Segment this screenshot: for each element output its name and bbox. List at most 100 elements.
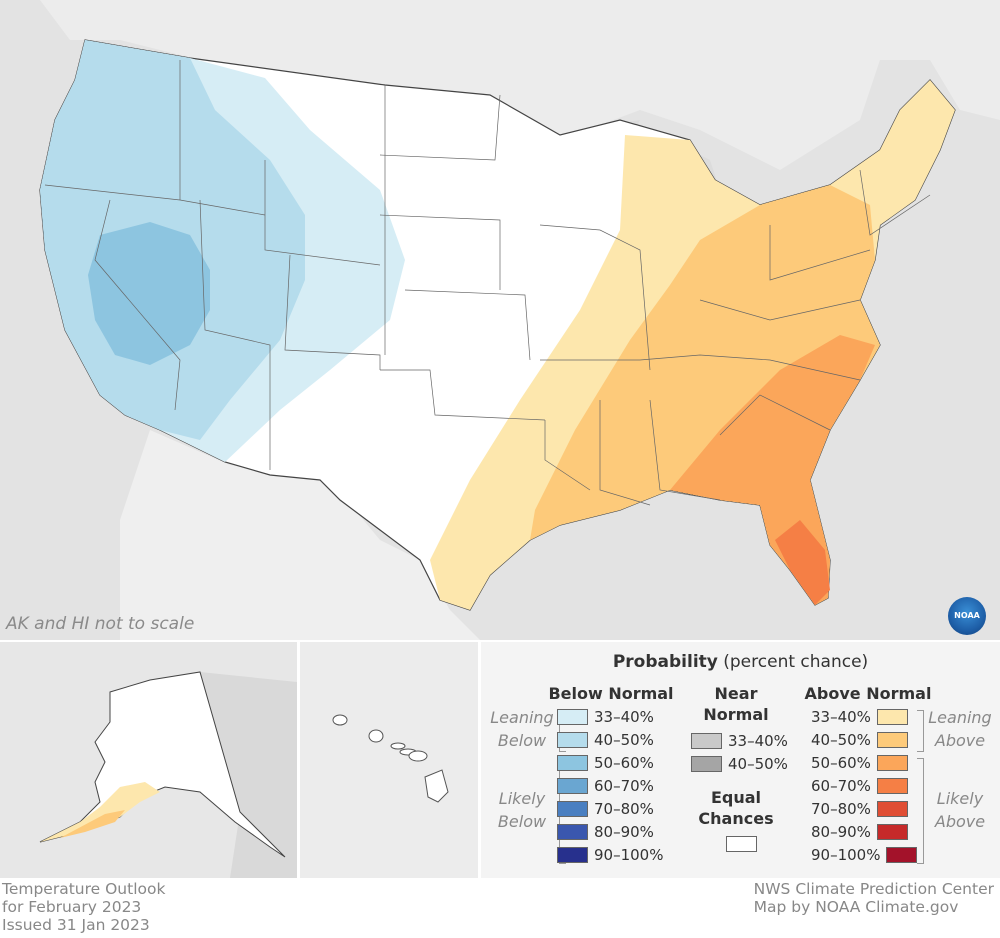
- above-bin-row: 90–100%: [811, 844, 918, 865]
- legend-title: Probability (percent chance): [481, 652, 1000, 672]
- above-swatch: [876, 731, 908, 748]
- above-bin-label: 60–70%: [811, 776, 871, 795]
- above-bin-label: 33–40%: [811, 707, 871, 726]
- above-normal-heading: Above Normal: [804, 684, 932, 703]
- above-swatch: [876, 823, 908, 840]
- leaning-above-label-1: Leaning: [928, 708, 992, 727]
- equal-chances-heading-2: Chances: [698, 809, 774, 828]
- near-bin-row: 33–40%: [691, 730, 788, 751]
- canada-yukon-land: [200, 672, 297, 878]
- below-bin-label: 33–40%: [594, 707, 654, 726]
- equal-chances-swatch: [726, 836, 757, 852]
- above-bin-row: 40–50%: [811, 729, 908, 750]
- canada-land: [0, 0, 1000, 170]
- conus-map: AK and HI not to scale NOAA: [0, 0, 1000, 640]
- above-swatch: [876, 708, 908, 725]
- leaning-above-bracket: [917, 710, 924, 752]
- above-bin-row: 60–70%: [811, 775, 908, 796]
- above-bin-label: 90–100%: [811, 845, 881, 864]
- legend-title-rest: (percent chance): [717, 652, 869, 672]
- below-bin-label: 90–100%: [594, 845, 664, 864]
- near-bin-label: 40–50%: [728, 754, 788, 773]
- leaning-above-label-2: Above: [934, 731, 986, 750]
- credit-line-1: NWS Climate Prediction Center: [753, 880, 994, 898]
- below-swatch: [557, 731, 588, 748]
- likely-above-label-1: Likely: [936, 789, 984, 808]
- likely-above-bracket: [917, 758, 924, 864]
- state-borders: [44, 60, 931, 506]
- legend-title-bold: Probability: [612, 652, 718, 672]
- below-swatch: [557, 708, 588, 725]
- likely-above-label: Likely Above: [921, 787, 999, 833]
- alaska-above-40-50: [60, 810, 125, 838]
- outlook-title: Temperature Outlook for February 2023 Is…: [2, 880, 165, 934]
- equal-chances-heading: Equal Chances: [691, 787, 781, 829]
- above-bin-label: 40–50%: [811, 730, 871, 749]
- credit: NWS Climate Prediction Center Map by NOA…: [754, 880, 994, 916]
- below-swatch: [557, 800, 588, 817]
- below-bin-row: 33–40%: [557, 706, 654, 727]
- above-bin-label: 80–90%: [811, 822, 871, 841]
- below-bin-row: 90–100%: [557, 844, 663, 865]
- legend: Probability (percent chance) Below Norma…: [481, 642, 1000, 878]
- near-normal-heading-1: Near: [714, 684, 758, 703]
- above-60-70-region: [775, 520, 830, 605]
- above-bin-label: 70–80%: [811, 799, 871, 818]
- alaska-above-33-40: [40, 782, 160, 842]
- leaning-above-label: Leaning Above: [921, 706, 999, 752]
- below-swatch: [557, 846, 588, 863]
- near-swatch: [691, 732, 722, 749]
- outlook-title-line-3: Issued 31 Jan 2023: [2, 916, 150, 934]
- hawaii-inset: [300, 642, 478, 878]
- above-bin-row: 70–80%: [811, 798, 908, 819]
- below-50-60-region: [88, 222, 210, 365]
- likely-above-label-2: Above: [934, 812, 986, 831]
- below-bin-label: 40–50%: [594, 730, 654, 749]
- scale-note: AK and HI not to scale: [6, 614, 195, 634]
- above-bin-label: 50–60%: [811, 753, 871, 772]
- below-bin-row: 50–60%: [557, 752, 654, 773]
- above-swatch: [876, 777, 908, 794]
- alaska-inset: [0, 642, 297, 878]
- below-bin-label: 80–90%: [594, 822, 654, 841]
- likely-below-label-2: Below: [497, 812, 547, 831]
- below-bin-row: 70–80%: [557, 798, 654, 819]
- equal-chances-heading-1: Equal: [710, 788, 762, 807]
- below-swatch: [557, 777, 588, 794]
- likely-below-label: Likely Below: [483, 787, 561, 833]
- above-bin-row: 50–60%: [811, 752, 908, 773]
- above-bin-row: 33–40%: [811, 706, 908, 727]
- below-bin-row: 80–90%: [557, 821, 654, 842]
- near-bin-row: 40–50%: [691, 753, 788, 774]
- hawaii-map-svg: [332, 714, 449, 803]
- mexico-land: [120, 430, 480, 640]
- above-swatch: [886, 846, 918, 863]
- likely-below-label-1: Likely: [498, 789, 546, 808]
- below-swatch: [557, 823, 588, 840]
- above-bin-row: 80–90%: [811, 821, 908, 842]
- alaska-map-svg: [39, 671, 297, 878]
- leaning-below-label-2: Below: [497, 731, 547, 750]
- conus-map-svg: [0, 0, 1000, 640]
- near-bin-label: 33–40%: [728, 731, 788, 750]
- above-swatch: [876, 754, 908, 771]
- below-swatch: [557, 754, 588, 771]
- leaning-below-label-1: Leaning: [490, 708, 554, 727]
- below-bin-label: 70–80%: [594, 799, 654, 818]
- near-swatch: [691, 755, 722, 772]
- outlook-title-line-1: Temperature Outlook: [2, 880, 166, 898]
- leaning-below-label: Leaning Below: [483, 706, 561, 752]
- near-normal-heading-2: Normal: [703, 705, 769, 724]
- below-bin-row: 60–70%: [557, 775, 654, 796]
- hawaii-islands: [332, 714, 449, 803]
- below-bin-row: 40–50%: [557, 729, 654, 750]
- above-swatch: [876, 800, 908, 817]
- below-bin-label: 60–70%: [594, 776, 654, 795]
- noaa-logo: NOAA: [948, 597, 986, 635]
- below-normal-heading: Below Normal: [548, 684, 674, 703]
- above-50-60-region: [670, 335, 875, 605]
- near-normal-heading: Near Normal: [691, 683, 781, 725]
- below-bin-label: 50–60%: [594, 753, 654, 772]
- credit-line-2: Map by NOAA Climate.gov: [753, 898, 959, 916]
- outlook-title-line-2: for February 2023: [2, 898, 142, 916]
